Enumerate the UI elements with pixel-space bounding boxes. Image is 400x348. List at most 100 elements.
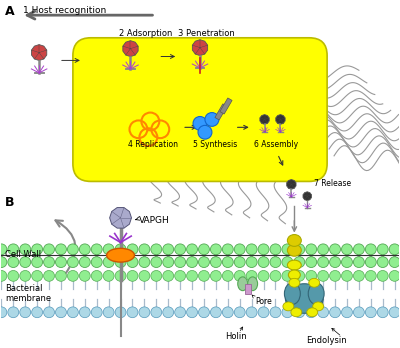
Text: 2 Adsorption: 2 Adsorption — [118, 29, 172, 38]
Circle shape — [68, 270, 78, 281]
Circle shape — [342, 270, 352, 281]
Text: Endolysin: Endolysin — [306, 336, 347, 345]
Circle shape — [163, 257, 174, 268]
Text: Holin: Holin — [225, 332, 246, 341]
Circle shape — [8, 307, 19, 318]
Circle shape — [68, 257, 78, 268]
Circle shape — [210, 270, 221, 281]
Circle shape — [68, 307, 78, 318]
Circle shape — [79, 307, 90, 318]
Polygon shape — [303, 192, 312, 200]
Circle shape — [198, 307, 210, 318]
Circle shape — [8, 257, 19, 268]
Circle shape — [56, 307, 66, 318]
Circle shape — [32, 244, 43, 255]
Circle shape — [234, 270, 245, 281]
Ellipse shape — [284, 283, 300, 304]
Circle shape — [389, 257, 400, 268]
Text: Bacterial
membrane: Bacterial membrane — [5, 284, 52, 303]
Circle shape — [44, 244, 54, 255]
Circle shape — [294, 307, 305, 318]
Circle shape — [103, 307, 114, 318]
Circle shape — [377, 257, 388, 268]
Circle shape — [115, 270, 126, 281]
Circle shape — [318, 244, 329, 255]
Text: 4 Replication: 4 Replication — [128, 140, 178, 149]
FancyBboxPatch shape — [73, 38, 327, 181]
Circle shape — [306, 307, 317, 318]
Circle shape — [175, 307, 186, 318]
Circle shape — [32, 307, 43, 318]
Text: B: B — [5, 196, 15, 209]
Circle shape — [103, 244, 114, 255]
Circle shape — [294, 244, 305, 255]
Circle shape — [186, 270, 198, 281]
Circle shape — [210, 257, 221, 268]
Circle shape — [389, 270, 400, 281]
Circle shape — [79, 270, 90, 281]
Circle shape — [20, 307, 31, 318]
Circle shape — [330, 307, 340, 318]
Polygon shape — [260, 114, 269, 124]
Ellipse shape — [288, 270, 300, 280]
Circle shape — [79, 244, 90, 255]
Circle shape — [115, 257, 126, 268]
Circle shape — [365, 244, 376, 255]
Circle shape — [205, 112, 219, 126]
Circle shape — [91, 244, 102, 255]
Circle shape — [234, 257, 245, 268]
Circle shape — [175, 244, 186, 255]
Circle shape — [44, 307, 54, 318]
Ellipse shape — [283, 302, 294, 311]
Circle shape — [234, 307, 245, 318]
Circle shape — [139, 244, 150, 255]
Text: Pore: Pore — [256, 296, 272, 306]
Circle shape — [306, 244, 317, 255]
Ellipse shape — [291, 308, 302, 317]
Circle shape — [365, 270, 376, 281]
Circle shape — [127, 257, 138, 268]
Circle shape — [365, 257, 376, 268]
Text: 7 Release: 7 Release — [314, 179, 351, 188]
Circle shape — [342, 257, 352, 268]
Circle shape — [270, 257, 281, 268]
Circle shape — [32, 257, 43, 268]
Circle shape — [318, 257, 329, 268]
Circle shape — [151, 257, 162, 268]
Polygon shape — [287, 180, 296, 189]
Circle shape — [198, 244, 210, 255]
Circle shape — [186, 244, 198, 255]
Circle shape — [20, 257, 31, 268]
Circle shape — [139, 307, 150, 318]
Circle shape — [163, 307, 174, 318]
Circle shape — [354, 307, 364, 318]
Ellipse shape — [307, 308, 318, 317]
Circle shape — [270, 244, 281, 255]
Circle shape — [186, 307, 198, 318]
Ellipse shape — [308, 283, 324, 304]
Ellipse shape — [287, 244, 301, 256]
Bar — [215, 104, 227, 120]
Bar — [220, 98, 232, 114]
Circle shape — [68, 244, 78, 255]
Text: 5 Synthesis: 5 Synthesis — [193, 140, 237, 149]
Circle shape — [318, 307, 329, 318]
Ellipse shape — [248, 277, 258, 291]
Circle shape — [222, 307, 233, 318]
Circle shape — [139, 257, 150, 268]
Circle shape — [151, 307, 162, 318]
Circle shape — [198, 125, 212, 139]
Circle shape — [258, 270, 269, 281]
Circle shape — [210, 244, 221, 255]
Circle shape — [330, 270, 340, 281]
Circle shape — [377, 244, 388, 255]
Circle shape — [354, 244, 364, 255]
Circle shape — [139, 270, 150, 281]
Circle shape — [282, 244, 293, 255]
Circle shape — [193, 117, 207, 130]
Ellipse shape — [309, 278, 320, 287]
Circle shape — [377, 270, 388, 281]
Circle shape — [56, 244, 66, 255]
Circle shape — [198, 270, 210, 281]
Circle shape — [282, 307, 293, 318]
